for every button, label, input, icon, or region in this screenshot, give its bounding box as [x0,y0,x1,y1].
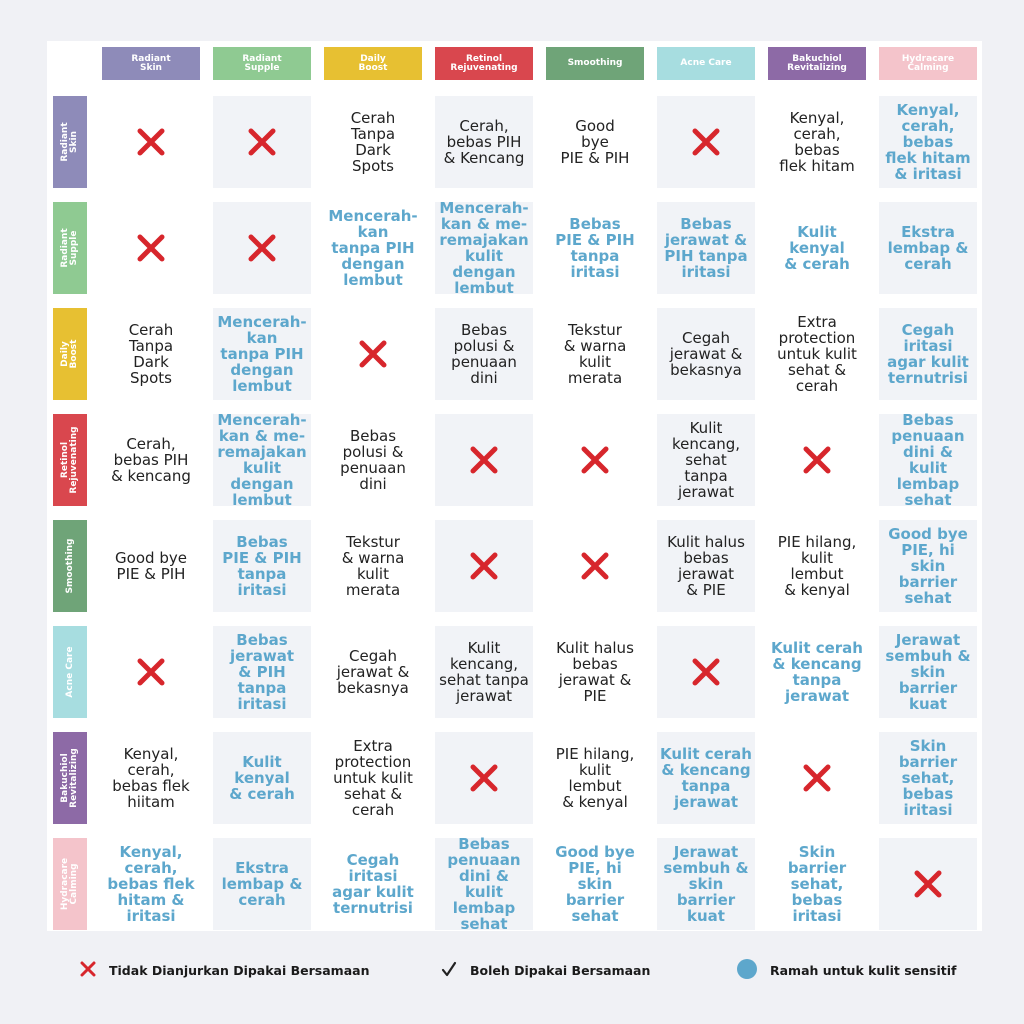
blue-dot-icon [737,958,757,982]
sensitive-benefit-cell: Bebas PIE & PIH tanpa iritasi [213,520,311,612]
column-header: Radiant Supple [213,47,311,80]
row-header: Bakuchiol Revitalizing [53,732,87,824]
benefit-cell: PIE hilang, kulit lembut & kenyal [768,520,866,612]
x-mark-icon [213,96,311,188]
row-header-label: Smoothing [64,538,75,594]
benefit-cell: Cerah Tanpa Dark Spots [102,308,200,400]
row-header: Hydracare Calming [53,838,87,930]
benefit-cell: Tekstur & warna kulit merata [546,308,644,400]
benefit-cell: Extra protection untuk kulit sehat & cer… [768,308,866,400]
sensitive-benefit-cell: Mencerah- kan & me- remajakan kulit deng… [213,412,311,508]
x-mark-icon [768,732,866,824]
sensitive-benefit-cell: Mencerah- kan tanpa PIH dengan lembut [324,202,422,294]
sensitive-benefit-cell: Bebas jerawat & PIH tanpa iritasi [213,626,311,718]
sensitive-benefit-cell: Mencerah- kan tanpa PIH dengan lembut [213,308,311,400]
benefit-cell: PIE hilang, kulit lembut & kenyal [546,732,644,824]
row-header: Smoothing [53,520,87,612]
column-header: Radiant Skin [102,47,200,80]
benefit-cell: Cegah jerawat & bekasnya [657,308,755,400]
row-header-label: Bakuchiol Revitalizing [60,748,79,808]
sensitive-benefit-cell: Skin barrier sehat, bebas iritasi [879,732,977,824]
column-header: Hydracare Calming [879,47,977,80]
checkmark-icon [441,961,457,980]
sensitive-benefit-cell: Ekstra lembap & cerah [879,202,977,294]
row-header-label: Radiant Supple [60,228,79,268]
benefit-cell: Kenyal, cerah, bebas flek hitam [768,96,866,188]
column-header: Retinol Rejuvenating [435,47,533,80]
sensitive-benefit-cell: Good bye PIE, hi skin barrier sehat [879,520,977,612]
x-mark-icon [546,520,644,612]
x-mark-icon [435,520,533,612]
benefit-cell: Cerah Tanpa Dark Spots [324,96,422,188]
x-mark-icon [435,414,533,506]
row-header: Radiant Skin [53,96,87,188]
benefit-cell: Tekstur & warna kulit merata [324,520,422,612]
legend-not-recommended: Tidak Dianjurkan Dipakai Bersamaan [80,960,369,980]
column-header: Daily Boost [324,47,422,80]
sensitive-benefit-cell: Bebas penuaan dini & kulit lembap sehat [879,412,977,508]
row-header-label: Acne Care [64,646,75,698]
benefit-cell: Kulit kencang, sehat tanpa jerawat [435,626,533,718]
sensitive-benefit-cell: Jerawat sembuh & skin barrier kuat [879,626,977,718]
row-header-label: Radiant Skin [60,122,79,162]
row-header-label: Retinol Rejuvenating [60,426,79,494]
row-header: Radiant Supple [53,202,87,294]
x-mark-icon [102,202,200,294]
legend-ok-label: Boleh Dipakai Bersamaan [470,962,651,978]
sensitive-benefit-cell: Bebas PIE & PIH tanpa iritasi [546,202,644,294]
benefit-cell: Kenyal, cerah, bebas flek hiitam [102,732,200,824]
sensitive-benefit-cell: Cegah iritasi agar kulit ternutrisi [324,838,422,930]
benefit-cell: Cerah, bebas PIH & Kencang [435,96,533,188]
row-header: Daily Boost [53,308,87,400]
sensitive-benefit-cell: Mencerah- kan & me- remajakan kulit deng… [435,200,533,296]
benefit-cell: Good bye PIE & PIH [546,96,644,188]
x-mark-icon [768,414,866,506]
column-header: Acne Care [657,47,755,80]
sensitive-benefit-cell: Kenyal, cerah, bebas flek hitam & iritas… [102,838,200,930]
benefit-cell: Kulit halus bebas jerawat & PIE [546,626,644,718]
x-mark-icon [80,961,96,980]
benefit-cell: Extra protection untuk kulit sehat & cer… [324,732,422,824]
benefit-cell: Cerah, bebas PIH & kencang [102,414,200,506]
legend-ok: Boleh Dipakai Bersamaan [441,960,650,980]
row-header: Retinol Rejuvenating [53,414,87,506]
x-mark-icon [102,96,200,188]
sensitive-benefit-cell: Bebas jerawat & PIH tanpa iritasi [657,202,755,294]
benefit-cell: Cegah jerawat & bekasnya [324,626,422,718]
sensitive-benefit-cell: Jerawat sembuh & skin barrier kuat [657,838,755,930]
sensitive-benefit-cell: Skin barrier sehat, bebas iritasi [768,838,866,930]
column-header: Smoothing [546,47,644,80]
sensitive-benefit-cell: Kulit cerah & kencang tanpa jerawat [657,732,755,824]
column-header: Bakuchiol Revitalizing [768,47,866,80]
legend-sensitive-label: Ramah untuk kulit sensitif [770,962,957,978]
benefit-cell: Kulit halus bebas jerawat & PIE [657,520,755,612]
x-mark-icon [879,838,977,930]
sensitive-benefit-cell: Kenyal, cerah, bebas flek hitam & iritas… [879,96,977,188]
x-mark-icon [324,308,422,400]
benefit-cell: Good bye PIE & PIH [102,520,200,612]
sensitive-benefit-cell: Kulit kenyal & cerah [213,732,311,824]
row-header-label: Daily Boost [60,339,79,369]
sensitive-benefit-cell: Kulit cerah & kencang tanpa jerawat [768,626,866,718]
x-mark-icon [546,414,644,506]
row-header-label: Hydracare Calming [60,857,79,911]
sensitive-benefit-cell: Good bye PIE, hi skin barrier sehat [546,838,644,930]
legend-sensitive: Ramah untuk kulit sensitif [737,958,957,982]
sensitive-benefit-cell: Ekstra lembap & cerah [213,838,311,930]
sensitive-benefit-cell: Kulit kenyal & cerah [768,202,866,294]
x-mark-icon [657,626,755,718]
row-header: Acne Care [53,626,87,718]
sensitive-benefit-cell: Bebas penuaan dini & kulit lembap sehat [435,836,533,932]
x-mark-icon [435,732,533,824]
x-mark-icon [657,96,755,188]
x-mark-icon [213,202,311,294]
x-mark-icon [102,626,200,718]
sensitive-benefit-cell: Cegah iritasi agar kulit ternutrisi [879,308,977,400]
benefit-cell: Bebas polusi & penuaan dini [324,414,422,506]
benefit-cell: Kulit kencang, sehat tanpa jerawat [657,414,755,506]
legend-not-recommended-label: Tidak Dianjurkan Dipakai Bersamaan [109,962,370,978]
benefit-cell: Bebas polusi & penuaan dini [435,308,533,400]
